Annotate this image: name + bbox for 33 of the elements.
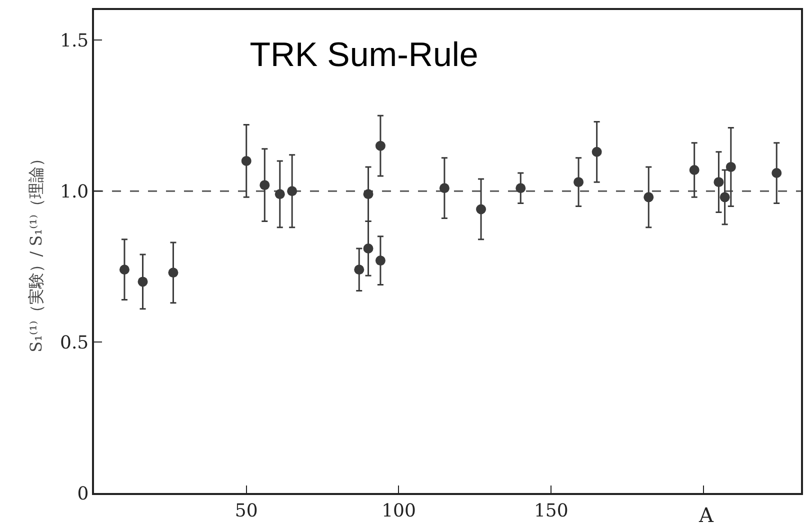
- x-tick-label: 50: [234, 500, 258, 522]
- point: [720, 192, 730, 202]
- y-tick-label: 0: [77, 483, 89, 504]
- point: [363, 189, 374, 200]
- x-axis-title: A: [698, 503, 714, 527]
- point: [574, 177, 584, 188]
- point: [689, 164, 700, 175]
- x-tick-label: 150: [534, 500, 568, 522]
- point: [241, 156, 252, 166]
- x-tick-label: 100: [382, 500, 416, 522]
- point: [287, 186, 298, 196]
- point: [354, 264, 364, 275]
- point: [274, 189, 285, 200]
- point: [516, 183, 526, 194]
- point: [476, 204, 486, 214]
- point: [138, 276, 148, 287]
- point: [714, 177, 724, 188]
- point: [726, 162, 736, 172]
- point: [644, 192, 654, 202]
- point: [119, 264, 130, 275]
- y-tick-label: 1.0: [60, 181, 89, 202]
- point: [363, 243, 374, 254]
- y-tick-label: 0.5: [60, 332, 89, 354]
- y-axis-title: S₁⁽¹⁾（実験）/ S₁⁽¹⁾（理論）: [26, 150, 46, 352]
- point: [375, 140, 386, 151]
- point: [772, 168, 782, 178]
- point: [260, 180, 270, 190]
- point: [439, 183, 450, 194]
- text: TRK Sum-Rule: [250, 36, 478, 74]
- point: [592, 146, 602, 157]
- point: [168, 268, 178, 278]
- point: [375, 256, 386, 266]
- y-tick-label: 1.5: [60, 30, 89, 52]
